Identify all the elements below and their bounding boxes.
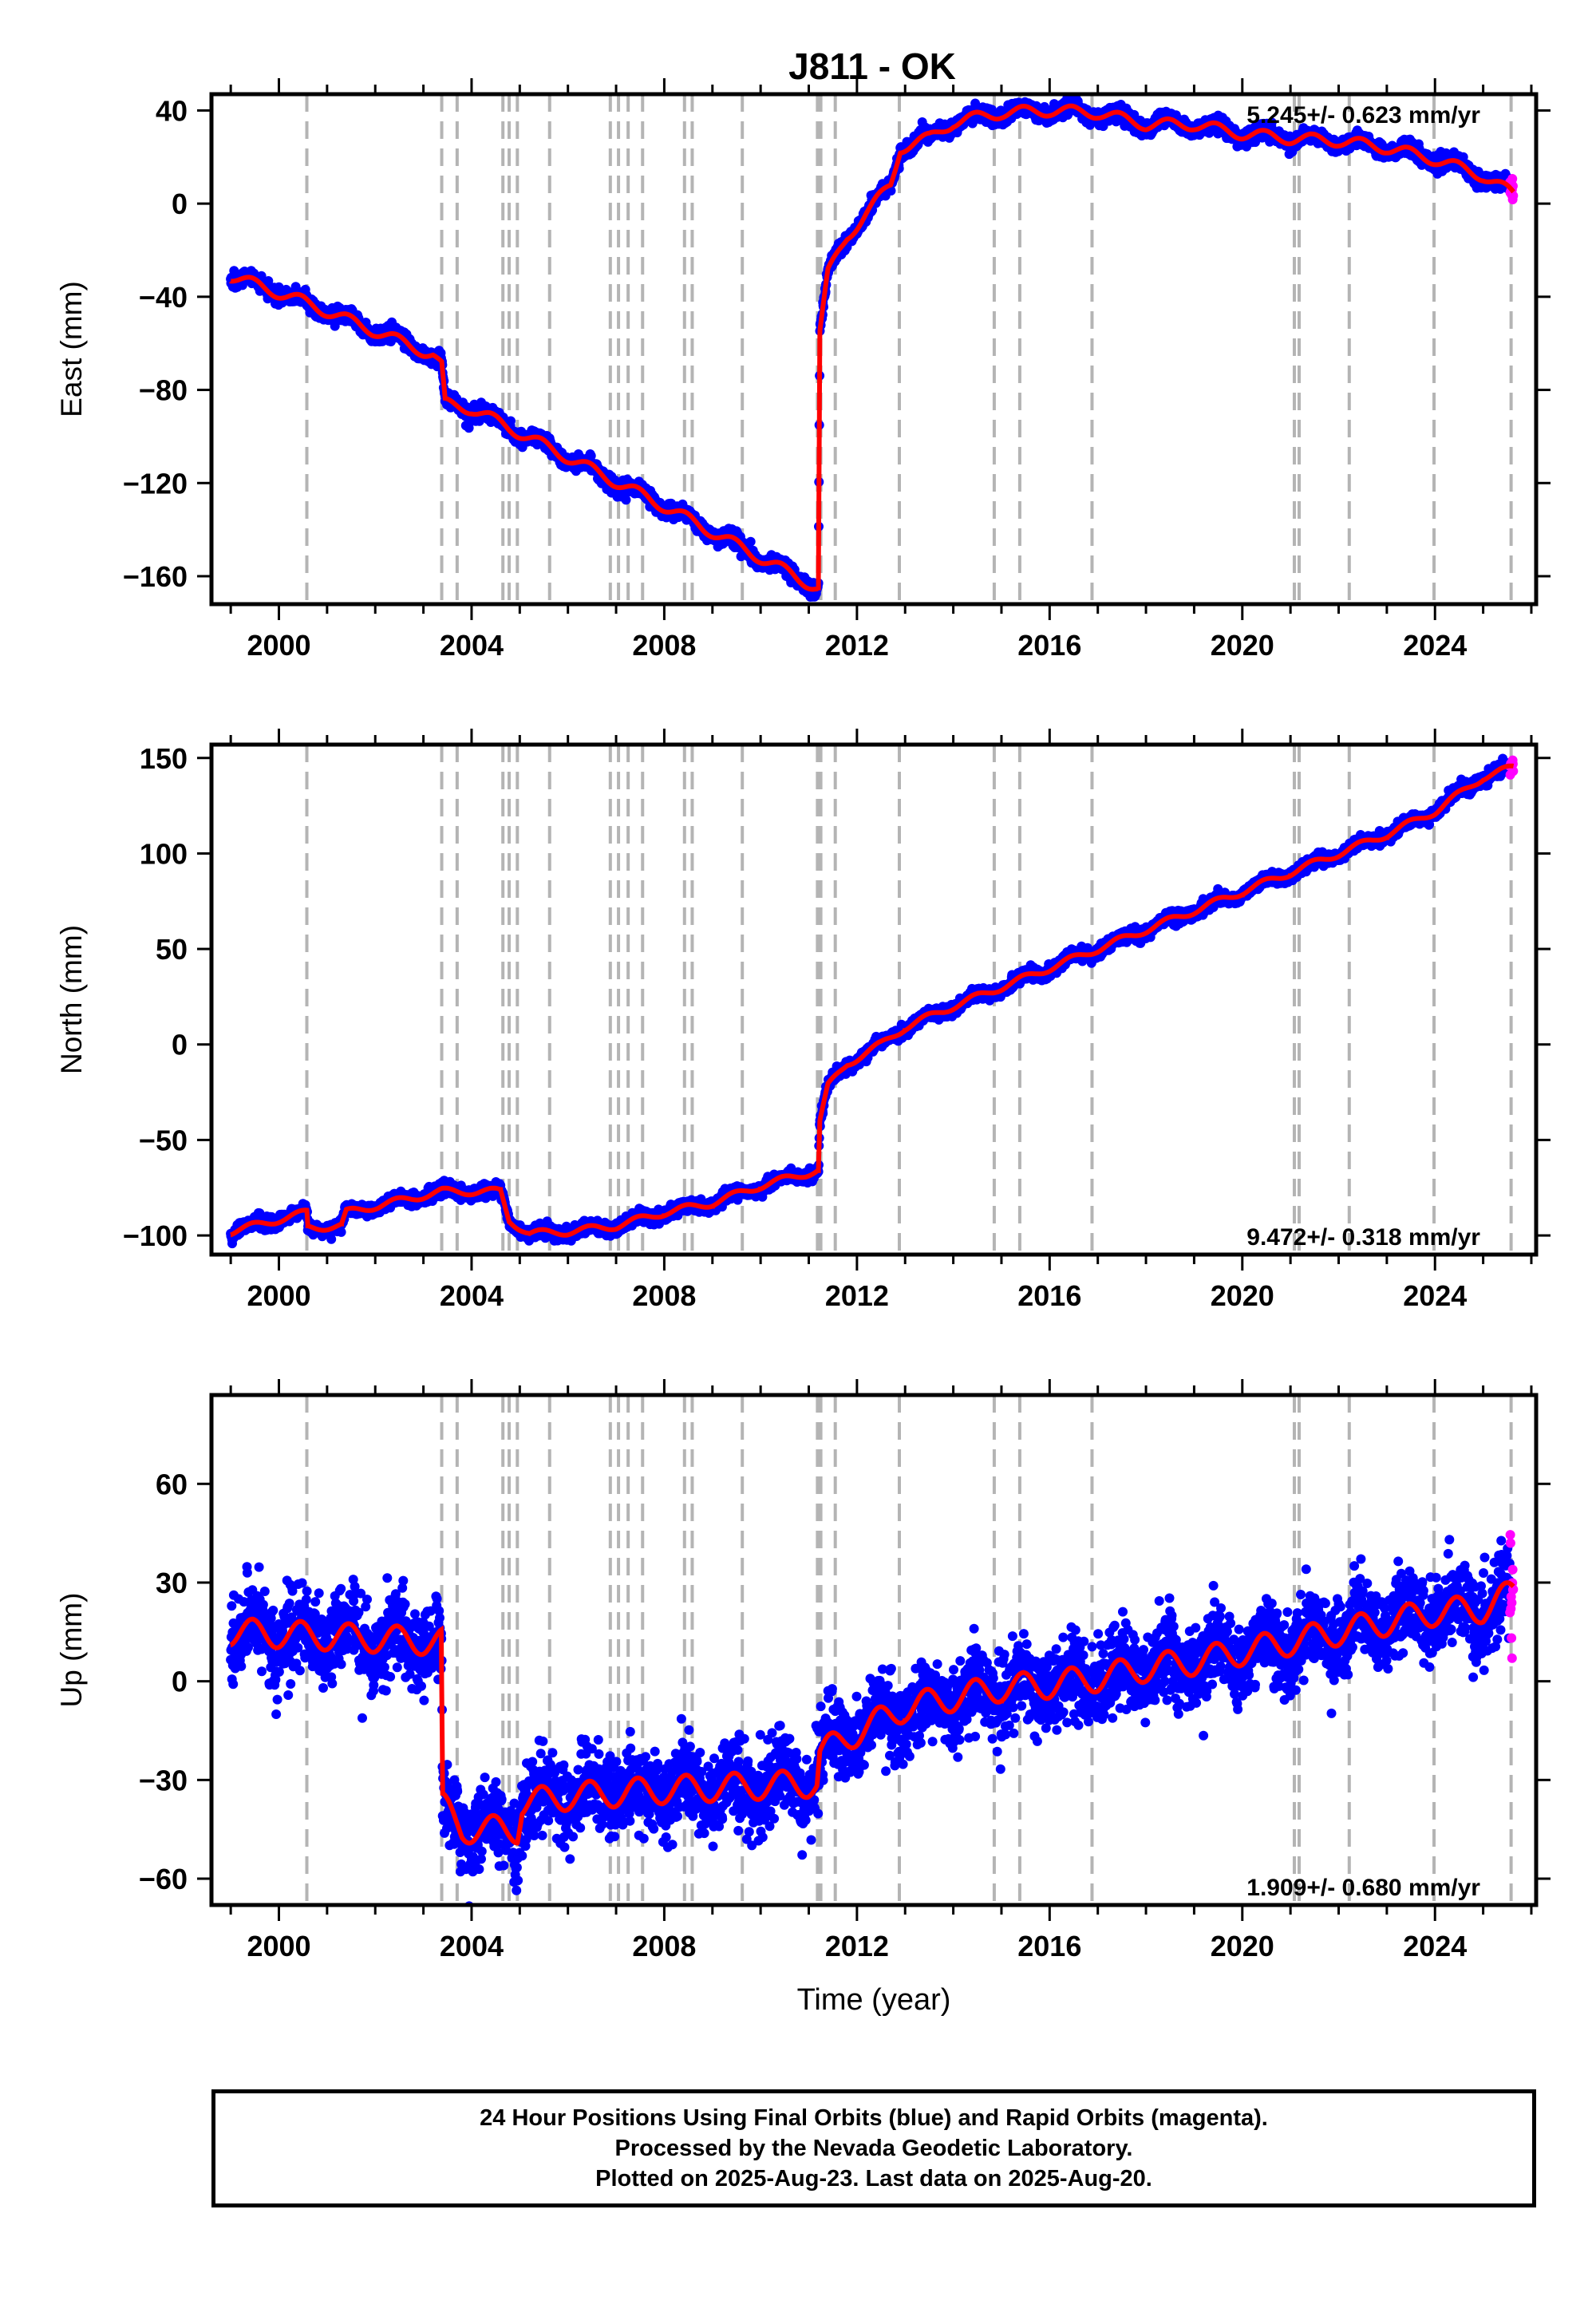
final-orbit-point <box>464 423 474 433</box>
y-tick-label: 40 <box>156 94 188 127</box>
chart-title: J811 - OK <box>788 45 956 87</box>
daily-positions <box>226 94 1519 602</box>
y-tick-label: 0 <box>172 188 188 220</box>
x-tick-label: 2020 <box>1211 629 1274 662</box>
rapid-orbit-point <box>1507 174 1518 184</box>
final-orbit-point <box>506 416 516 426</box>
event-lines <box>305 745 1513 1255</box>
final-orbit-point <box>745 536 756 547</box>
x-tick-label: 2004 <box>440 629 504 662</box>
final-orbit-point <box>586 451 596 461</box>
north-panel: 2000 2004 2008 2012 2016 2020 2024150100500−50… <box>55 729 1551 1312</box>
x-tick-label: 2024 <box>1403 629 1467 662</box>
final-orbit-point <box>1266 117 1277 128</box>
y-axis-label: East (mm) <box>55 281 88 417</box>
daily-positions <box>226 753 1519 1249</box>
final-orbit-point <box>621 495 631 505</box>
velocity-rate-label: 5.245+/- 0.623 mm/yr <box>1246 102 1480 128</box>
final-orbit-point <box>1129 109 1140 120</box>
final-orbit-point <box>336 1227 346 1237</box>
east-panel: 2000 2004 2008 2012 2016 2020 2024 40 0 −40 −80 −12… <box>55 78 1551 662</box>
y-tick-label: −160 <box>123 560 188 593</box>
x-tick-label: 2012 <box>825 629 889 662</box>
event-lines <box>305 94 1513 604</box>
y-tick-label: −80 <box>139 374 188 407</box>
rapid-orbit-point <box>1508 191 1519 201</box>
y-tick-label: −120 <box>123 467 188 500</box>
model-fit-line <box>228 103 1515 592</box>
x-tick-label: 2008 <box>632 629 696 662</box>
plot-frame <box>209 92 1539 607</box>
y-tick-label: −40 <box>139 281 188 314</box>
x-tick-label: 2016 <box>1017 629 1081 662</box>
x-tick-label: 2000 <box>247 629 310 662</box>
